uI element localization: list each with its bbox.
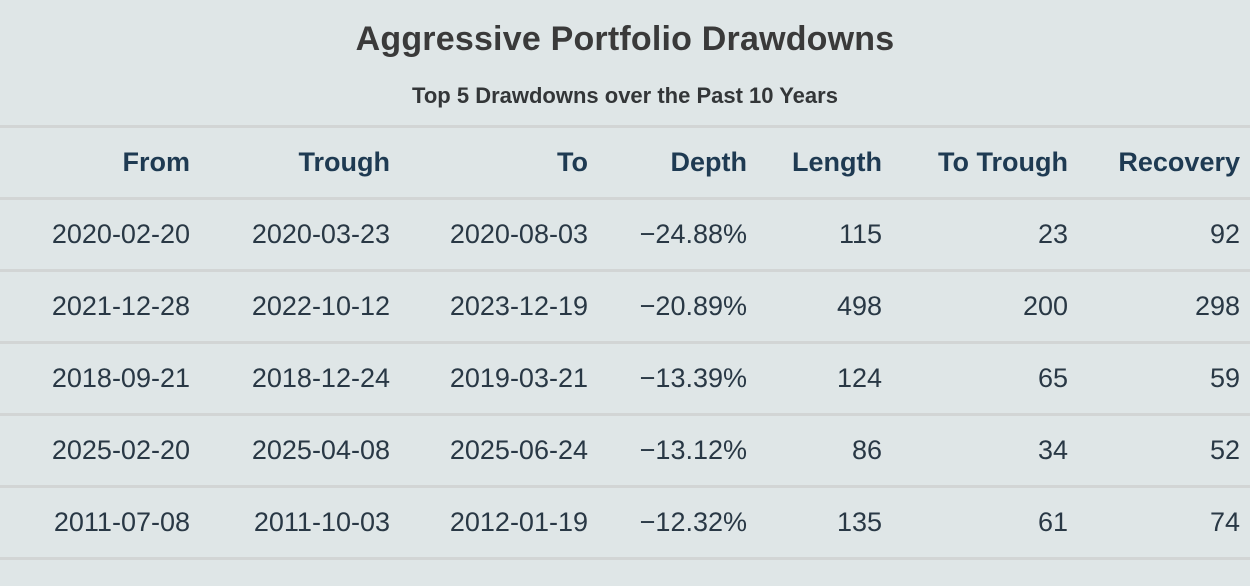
table-header-row: From Trough To Depth Length To Trough Re… xyxy=(0,126,1250,199)
cell-length: 115 xyxy=(838,219,882,249)
cell-to: 2019-03-21 xyxy=(449,363,588,393)
cell-recovery: 74 xyxy=(1209,507,1240,537)
cell-length: 135 xyxy=(836,507,882,537)
cell-recovery: 92 xyxy=(1209,219,1240,249)
cell-from: 2025-02-20 xyxy=(51,435,190,465)
cell-trough: 2022-10-12 xyxy=(251,291,390,321)
cell-depth: −12.32% xyxy=(639,507,747,537)
cell-depth: −24.88% xyxy=(639,219,747,249)
cell-to-trough: 23 xyxy=(1037,219,1068,249)
cell-from: 2011-07-08 xyxy=(53,507,190,537)
cell-depth: −13.39% xyxy=(639,363,747,393)
cell-length: 86 xyxy=(851,435,882,465)
cell-from: 2020-02-20 xyxy=(51,219,190,249)
table-row: 2011-07-08 2011-10-03 2012-01-19 −12.32%… xyxy=(0,487,1250,559)
column-header-recovery: Recovery xyxy=(1118,147,1240,177)
cell-trough: 2018-12-24 xyxy=(251,363,390,393)
table-title: Aggressive Portfolio Drawdowns xyxy=(355,20,895,58)
cell-recovery: 59 xyxy=(1209,363,1240,393)
column-header-depth: Depth xyxy=(670,147,748,177)
column-header-from: From xyxy=(122,147,191,177)
cell-recovery: 298 xyxy=(1194,291,1240,321)
table-row: 2021-12-28 2022-10-12 2023-12-19 −20.89%… xyxy=(0,271,1250,343)
table-header-block: Aggressive Portfolio Drawdowns Top 5 Dra… xyxy=(0,0,1250,125)
column-header-length: Length xyxy=(792,147,882,177)
cell-to: 2023-12-19 xyxy=(449,291,588,321)
column-header-to: To xyxy=(557,147,588,177)
cell-to-trough: 200 xyxy=(1022,291,1068,321)
cell-to: 2020-08-03 xyxy=(449,219,588,249)
cell-length: 498 xyxy=(836,291,882,321)
table-row: 2018-09-21 2018-12-24 2019-03-21 −13.39%… xyxy=(0,343,1250,415)
cell-trough: 2025-04-08 xyxy=(251,435,390,465)
cell-to: 2012-01-19 xyxy=(449,507,588,537)
cell-to-trough: 65 xyxy=(1037,363,1068,393)
table-row: 2020-02-20 2020-03-23 2020-08-03 −24.88%… xyxy=(0,199,1250,271)
table-subtitle: Top 5 Drawdowns over the Past 10 Years xyxy=(412,83,838,108)
cell-trough: 2020-03-23 xyxy=(251,219,390,249)
column-header-to-trough: To Trough xyxy=(938,147,1068,177)
cell-from: 2018-09-21 xyxy=(51,363,190,393)
cell-trough: 2011-10-03 xyxy=(253,507,390,537)
cell-depth: −13.12% xyxy=(639,435,747,465)
cell-to: 2025-06-24 xyxy=(449,435,588,465)
cell-length: 124 xyxy=(836,363,882,393)
drawdowns-table: From Trough To Depth Length To Trough Re… xyxy=(0,125,1250,560)
cell-from: 2021-12-28 xyxy=(51,291,190,321)
cell-to-trough: 34 xyxy=(1037,435,1068,465)
column-header-trough: Trough xyxy=(298,147,390,177)
cell-depth: −20.89% xyxy=(639,291,747,321)
cell-recovery: 52 xyxy=(1209,435,1240,465)
cell-to-trough: 61 xyxy=(1037,507,1068,537)
table-row: 2025-02-20 2025-04-08 2025-06-24 −13.12%… xyxy=(0,415,1250,487)
